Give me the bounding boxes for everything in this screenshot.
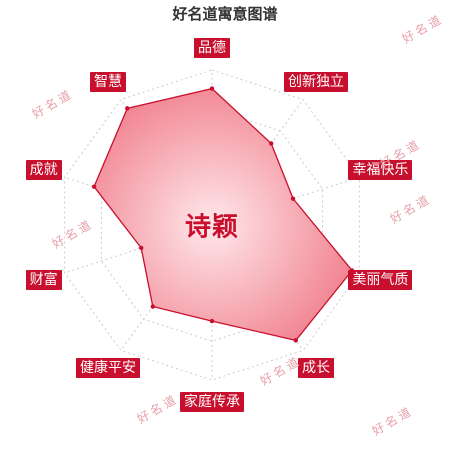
axis-label: 家庭传承	[180, 392, 244, 412]
data-point	[290, 196, 296, 201]
axis-label: 创新独立	[284, 71, 349, 92]
data-point	[139, 245, 144, 251]
axis-label: 品德	[194, 38, 230, 58]
data-point	[293, 338, 299, 343]
data-point	[209, 86, 215, 91]
axis-label: 美丽气质	[348, 269, 413, 290]
axis-label: 成就	[25, 160, 62, 181]
data-point	[269, 141, 274, 146]
center-name: 诗颖	[184, 212, 240, 243]
data-point	[209, 318, 215, 324]
data-point	[91, 184, 97, 189]
chart-title: 好名道寓意图谱	[172, 5, 278, 23]
data-point	[150, 304, 155, 309]
axis-label: 智慧	[89, 71, 126, 92]
axis-label: 财富	[25, 269, 62, 290]
axis-label: 幸福快乐	[348, 160, 413, 181]
data-point	[125, 106, 130, 111]
axis-label: 健康平安	[75, 358, 140, 379]
axis-label: 成长	[298, 358, 335, 379]
